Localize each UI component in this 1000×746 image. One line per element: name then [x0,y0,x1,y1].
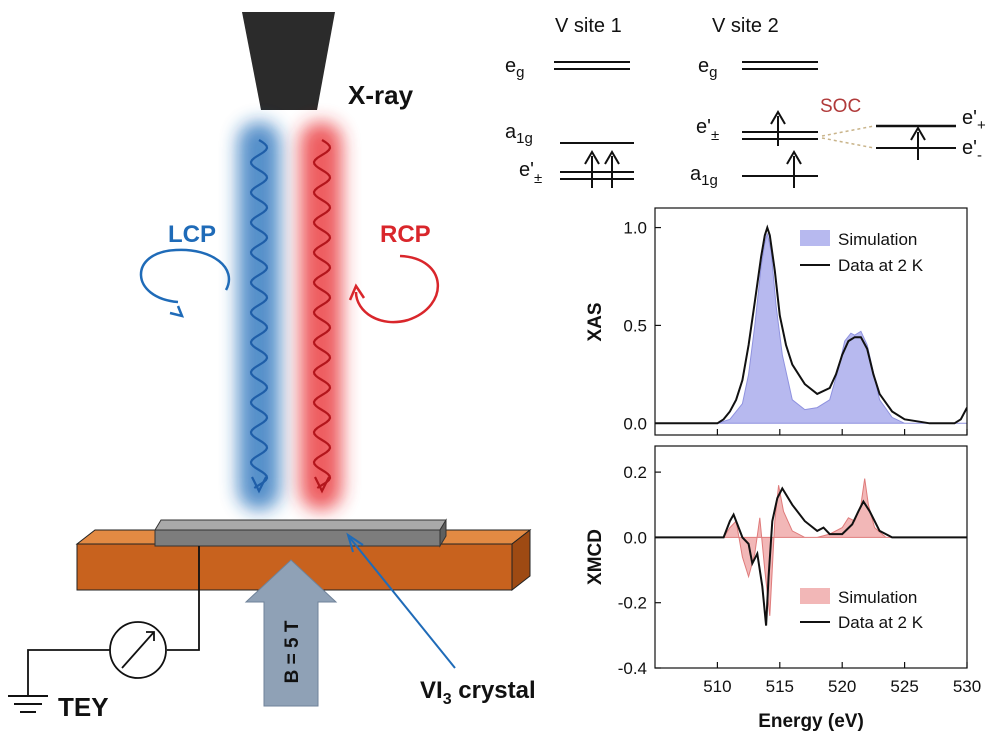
rcp-beam-glow [300,122,342,510]
xas-legend-sim-label: Simulation [838,230,917,249]
lcp-beam-arrowhead [251,476,267,494]
xas-data-line [655,224,967,425]
xmcd-xtick-label: 530 [953,677,981,696]
xas-ytick-label: 1.0 [623,219,647,238]
crystal-top [154,519,447,531]
xmcd-ytick-label: -0.4 [618,659,647,678]
xas-ytick-label: 0.5 [623,316,647,335]
xmcd-legend-data-label: Data at 2 K [838,613,924,632]
soc-label: SOC [820,96,861,117]
ammeter-needle [121,631,155,669]
site2-title: V site 2 [712,15,779,37]
xas-y-ticks: 0.0 0.5 1.0 [623,219,661,433]
xas-ylabel: XAS [585,302,606,341]
ground-wire [27,649,110,696]
xas-legend-sim-swatch [800,230,830,246]
xmcd-data-line [655,486,967,626]
site2-spin-arrowhead-2 [786,150,802,165]
xray-source-cone [242,12,335,110]
lcp-rotation-arrow [139,248,231,304]
crystal-pointer-line [349,537,456,669]
xmcd-legend-sim-label: Simulation [838,588,917,607]
xmcd-xtick-label: 525 [890,677,918,696]
eplus-label: e'+ [962,107,986,134]
site2-epm-label: e'± [696,116,719,144]
ammeter-needle-tip [146,631,155,641]
field-arrow [244,559,338,707]
soc-dash-lower [821,137,875,149]
xas-plot-frame [654,207,968,436]
xas-legend-data-label: Data at 2 K [838,256,924,275]
xmcd-x-ticks: 510 515 520 525 530 [703,662,981,696]
xmcd-ytick-label: 0.2 [623,463,647,482]
site1-a1g-label: a1g [505,121,533,147]
xmcd-ylabel: XMCD [585,529,606,585]
field-label: B = 5 T [282,620,303,683]
xmcd-xtick-label: 510 [703,677,731,696]
xmcd-chart: -0.4 -0.2 0.0 0.2 510 515 520 525 530 XMCD Ener… [585,445,981,732]
eminus-label: e'- [962,137,982,164]
xmcd-ytick-label: 0.0 [623,528,647,547]
rcp-rotation-arrow [354,254,439,324]
site2-spin-arrowhead-1 [770,110,786,125]
rcp-rotation-arrowhead [348,283,366,301]
lcp-wave [249,139,269,489]
lcp-beam-glow [238,122,280,510]
tey-wire [167,546,200,651]
site1-epm-label: e'± [519,159,542,187]
energy-xlabel: Energy (eV) [758,711,864,732]
soc-spin-arrowhead [910,126,926,141]
site1-spin-arrowhead-1 [584,150,600,165]
rcp-wave [312,139,332,489]
lcp-label: LCP [168,221,216,248]
crystal-pointer-arrowhead [346,532,364,553]
xmcd-xtick-label: 520 [828,677,856,696]
xas-x-ticks [716,429,968,435]
rcp-label: RCP [380,221,431,248]
xmcd-y-ticks: -0.4 -0.2 0.0 0.2 [618,463,661,678]
rcp-beam-arrowhead [314,476,330,494]
crystal-side [439,518,447,548]
xas-chart: 0.0 0.5 1.0 XAS Simulation Data at 2 K [585,207,968,436]
sample-stage-side [511,528,531,592]
xmcd-xtick-label: 515 [766,677,794,696]
site1-spin-arrowhead-2 [604,150,620,165]
xmcd-legend-sim-swatch [800,588,830,604]
lcp-rotation-arrowhead [169,305,185,318]
xmcd-ytick-label: -0.2 [618,594,647,613]
xas-ytick-label: 0.0 [623,414,647,433]
site1-eg-label: eg [505,55,524,81]
soc-dash-upper [821,125,875,137]
vi3-crystal [154,529,441,547]
site1-title: V site 1 [555,15,622,37]
crystal-label: VI3 crystal [420,677,536,708]
tey-label: TEY [58,692,109,722]
xray-label: X-ray [348,80,414,110]
site2-a1g-label: a1g [690,163,718,189]
site2-eg-label: eg [698,55,717,81]
xmcd-plot-frame [654,445,968,669]
